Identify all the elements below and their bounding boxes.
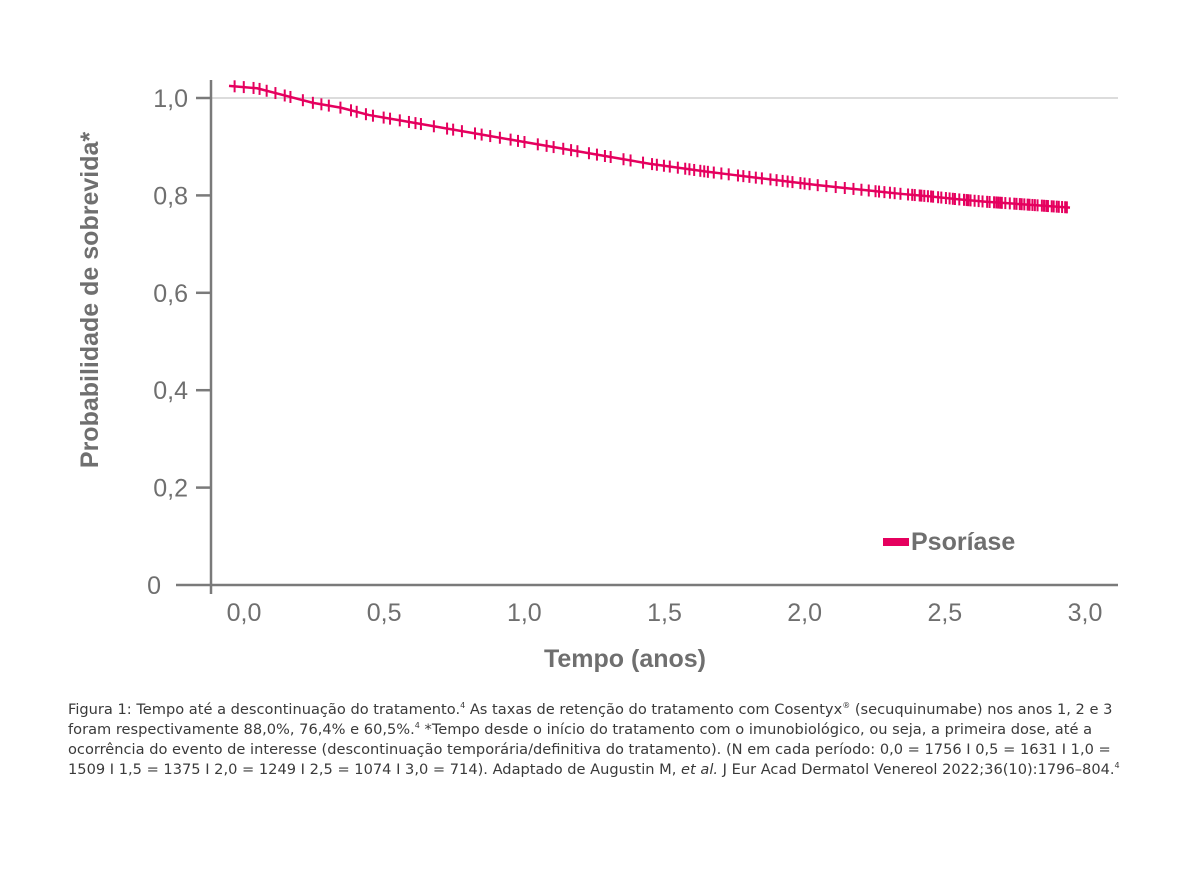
caption-et-al: et al.: [681, 761, 719, 778]
x-tick-label: 0,5: [367, 599, 402, 627]
y-tick-label: 1,0: [153, 85, 188, 113]
x-tick-label: 1,0: [507, 599, 542, 627]
caption-part-3: (secuquinumabe) nos anos 1, 2 e 3 foram …: [68, 701, 1113, 738]
caption-part-4: *Tempo desde o início do tratamento com …: [68, 721, 1111, 778]
legend: Psoríase: [883, 528, 1015, 556]
registered-mark: ®: [842, 701, 851, 711]
y-tick-label: 0,2: [153, 475, 188, 503]
survival-chart: 0 0,2 0,4 0,6 0,8 1,0 0,0 0,5 1,0 1,5 2,0 2,5 3,0 Pr…: [76, 80, 1118, 673]
caption-ref-2: 4: [414, 721, 420, 731]
caption-part-2: As taxas de retenção do tratamento com C…: [465, 701, 843, 718]
y-tick-label: 0,8: [153, 182, 188, 210]
survival-curve: [228, 80, 1071, 214]
x-tick-label: 1,5: [647, 599, 682, 627]
x-tick-label: 2,0: [787, 599, 822, 627]
caption-ref-1: 4: [460, 701, 466, 711]
x-tick-label: 2,5: [927, 599, 962, 627]
caption-part-1: Figura 1: Tempo até a descontinuação do …: [68, 701, 461, 718]
caption-ref-3: 4: [1114, 761, 1120, 771]
x-axis-title: Tempo (anos): [544, 645, 706, 673]
chart-ticks: 0 0,2 0,4 0,6 0,8 1,0 0,0 0,5 1,0 1,5 2,0 2,5 3,0: [147, 85, 1102, 627]
y-tick-label: 0,6: [153, 280, 188, 308]
survival-line: [228, 84, 1071, 209]
legend-swatch: [883, 538, 909, 546]
y-tick-label: 0: [147, 572, 161, 600]
x-tick-label: 3,0: [1068, 599, 1103, 627]
y-tick-label: 0,4: [153, 377, 188, 405]
y-axis-title: Probabilidade de sobrevida*: [76, 132, 104, 468]
legend-label: Psoríase: [911, 528, 1015, 556]
x-tick-label: 0,0: [227, 599, 262, 627]
chart-axes: [176, 80, 1118, 594]
caption-part-5: J Eur Acad Dermatol Venereol 2022;36(10)…: [718, 761, 1115, 778]
figure-caption: Figura 1: Tempo até a descontinuação do …: [68, 700, 1138, 780]
